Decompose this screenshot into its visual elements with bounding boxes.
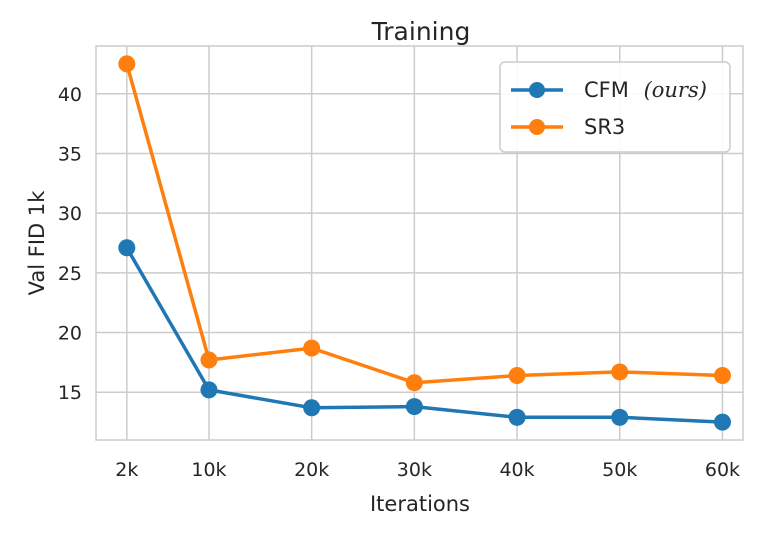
x-axis-label: Iterations bbox=[370, 492, 470, 516]
legend-swatch-cfm-marker bbox=[529, 82, 545, 98]
data-point-sr3-60k bbox=[713, 367, 731, 385]
data-point-cfm-50k bbox=[611, 408, 629, 426]
x-tick-label-50k: 50k bbox=[602, 459, 637, 481]
data-point-sr3-30k bbox=[405, 374, 423, 392]
chart-title: Training bbox=[371, 17, 471, 46]
plot-area-frame bbox=[95, 45, 744, 441]
legend-label-cfm-suffix: (ours) bbox=[644, 78, 707, 102]
data-point-cfm-40k bbox=[508, 408, 526, 426]
x-tick-label-30k: 30k bbox=[397, 459, 432, 481]
data-point-cfm-60k bbox=[713, 413, 731, 431]
x-tick-label-10k: 10k bbox=[191, 459, 226, 481]
y-tick-label-35: 35 bbox=[58, 143, 82, 165]
data-point-sr3-40k bbox=[508, 367, 526, 385]
x-tick-label-40k: 40k bbox=[499, 459, 534, 481]
legend-swatch-sr3-marker bbox=[529, 119, 545, 135]
y-tick-label-20: 20 bbox=[58, 323, 82, 345]
legend-label-cfm: CFM bbox=[584, 78, 629, 102]
y-tick-label-30: 30 bbox=[58, 203, 82, 225]
series-cfm bbox=[118, 239, 731, 431]
data-point-sr3-2k bbox=[118, 55, 136, 73]
data-point-sr3-50k bbox=[611, 363, 629, 381]
y-tick-label-25: 25 bbox=[58, 263, 82, 285]
data-point-cfm-2k bbox=[118, 239, 136, 257]
legend-label-sr3: SR3 bbox=[584, 115, 625, 139]
legend-item-cfm: CFM (ours) bbox=[584, 78, 707, 102]
x-tick-label-20k: 20k bbox=[294, 459, 329, 481]
data-point-cfm-30k bbox=[405, 398, 423, 416]
y-tick-label-15: 15 bbox=[58, 382, 82, 404]
data-point-cfm-10k bbox=[200, 381, 218, 399]
x-tick-label-60k: 60k bbox=[705, 459, 740, 481]
legend-frame bbox=[499, 61, 731, 153]
data-point-sr3-10k bbox=[200, 351, 218, 369]
y-axis-label: Val FID 1k bbox=[25, 190, 49, 296]
series-line-cfm bbox=[125, 246, 725, 424]
series-sr3 bbox=[118, 55, 731, 392]
data-point-sr3-20k bbox=[303, 339, 321, 357]
data-point-cfm-20k bbox=[303, 399, 321, 417]
tick-labels: 2k 10k 20k 30k 40k 50k 60k 15 20 25 30 35 40 bbox=[58, 84, 740, 481]
y-tick-label-40: 40 bbox=[58, 84, 82, 106]
series-layer bbox=[118, 55, 731, 431]
x-tick-label-2k: 2k bbox=[115, 459, 138, 481]
legend: CFM (ours) SR3 bbox=[499, 61, 731, 153]
